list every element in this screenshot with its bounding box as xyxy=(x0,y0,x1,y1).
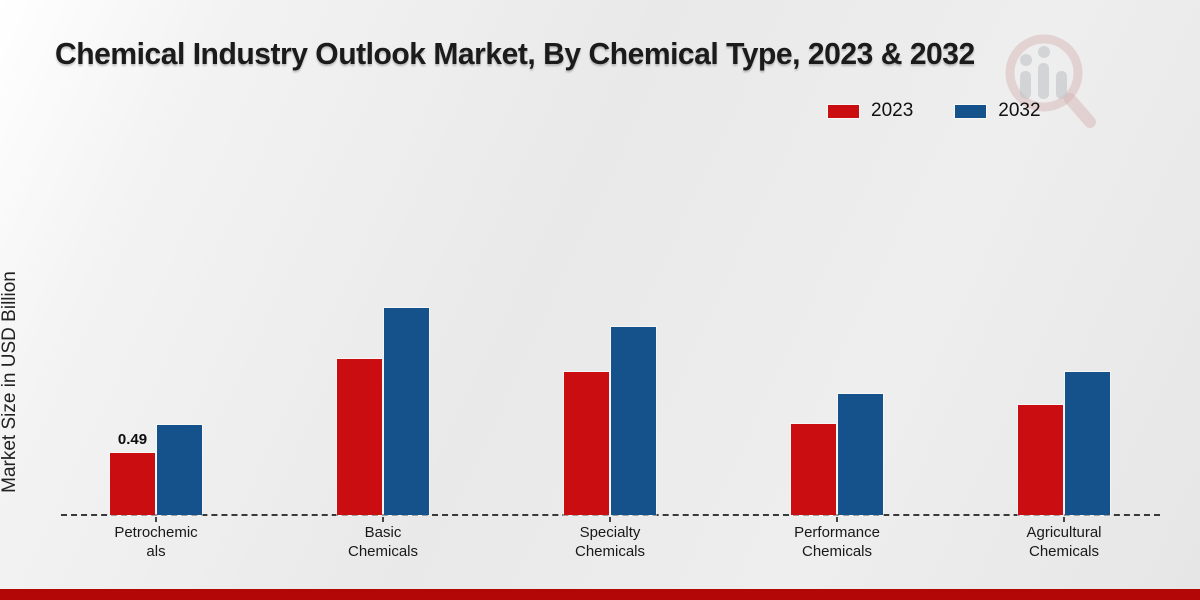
category-label-agricultural-chemicals: Agricultural Chemicals xyxy=(1026,524,1102,560)
category-label-performance-chemicals: Performance Chemicals xyxy=(794,524,880,560)
bar-2032-basic-chemicals xyxy=(384,308,429,515)
legend-label-2032: 2032 xyxy=(998,100,1041,121)
bar-2032-agricultural-chemicals xyxy=(1065,372,1110,515)
bar-value-label: 0.49 xyxy=(117,431,148,448)
bar-2023-performance-chemicals xyxy=(791,424,836,515)
x-axis-tick xyxy=(1063,517,1065,522)
legend: 2023 2032 xyxy=(828,100,1041,122)
bar-2032-specialty-chemicals xyxy=(611,327,656,515)
chart-title: Chemical Industry Outlook Market, By Che… xyxy=(55,36,975,71)
bar-2023-petrochemicals xyxy=(110,453,155,515)
bar-2023-basic-chemicals xyxy=(337,359,382,515)
legend-label-2023: 2023 xyxy=(871,100,914,121)
legend-item-2023: 2023 xyxy=(828,100,913,122)
x-axis-tick xyxy=(382,517,384,522)
bar-2032-performance-chemicals xyxy=(838,394,883,515)
category-label-specialty-chemicals: Specialty Chemicals xyxy=(574,524,646,560)
bar-2023-agricultural-chemicals xyxy=(1018,405,1063,515)
footer-bar xyxy=(0,589,1200,600)
x-axis-tick xyxy=(609,517,611,522)
legend-swatch-2023 xyxy=(828,104,859,118)
category-label-basic-chemicals: Basic Chemicals xyxy=(347,524,419,560)
x-axis-baseline xyxy=(61,514,1160,516)
legend-item-2032: 2032 xyxy=(955,100,1041,122)
bar-2023-specialty-chemicals xyxy=(564,372,609,515)
bar-2032-petrochemicals xyxy=(157,425,202,515)
category-label-petrochemicals: Petrochemic als xyxy=(114,524,198,560)
legend-swatch-2032 xyxy=(955,104,987,118)
x-axis-tick xyxy=(155,517,157,522)
x-axis-tick xyxy=(836,517,838,522)
